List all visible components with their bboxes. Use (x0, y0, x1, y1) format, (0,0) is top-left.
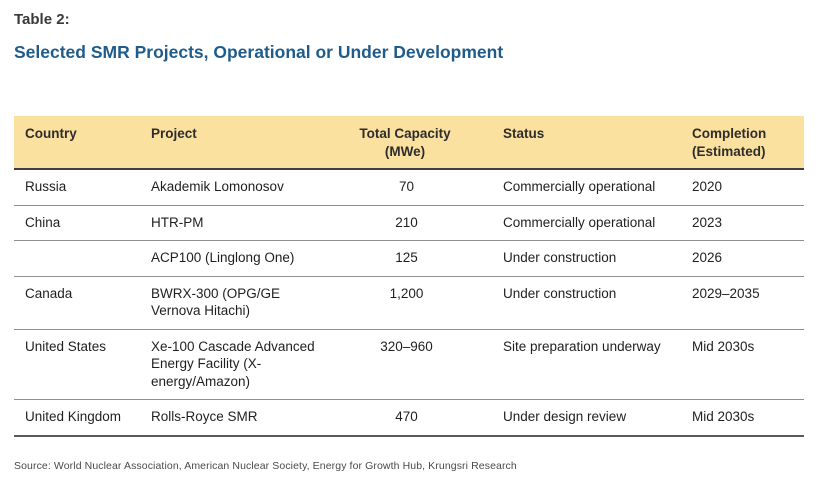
cell-capacity: 210 (330, 205, 480, 241)
cell-project: Xe-100 Cascade Advanced Energy Facility … (140, 329, 330, 400)
table-row-russia: Russia Akademik Lomonosov 70 Commerciall… (14, 169, 804, 206)
cell-capacity: 470 (330, 399, 480, 437)
table-header-row: Country Project Total Capacity (MWe) Sta… (14, 116, 804, 170)
cell-country: Russia (14, 169, 140, 206)
table-number-label: Table 2: (14, 11, 70, 28)
cell-status: Commercially operational (480, 205, 670, 241)
cell-capacity: 70 (330, 169, 480, 206)
page-title: Selected SMR Projects, Operational or Un… (14, 42, 504, 62)
cell-project: Akademik Lomonosov (140, 169, 330, 206)
cell-completion: 2026 (670, 240, 804, 277)
cell-status: Commercially operational (480, 169, 670, 206)
cell-project: Rolls-Royce SMR (140, 399, 330, 437)
smr-projects-table: Country Project Total Capacity (MWe) Sta… (14, 116, 804, 437)
cell-status: Under construction (480, 276, 670, 330)
cell-country: Canada (14, 276, 140, 330)
column-header-total-capacity: Total Capacity (MWe) (330, 116, 480, 170)
cell-country: United States (14, 329, 140, 400)
table-row-united-states: United States Xe-100 Cascade Advanced En… (14, 329, 804, 400)
cell-country: United Kingdom (14, 399, 140, 437)
table-row-china: China HTR-PM 210 Commercially operationa… (14, 205, 804, 241)
cell-project: HTR-PM (140, 205, 330, 241)
cell-country (14, 240, 140, 277)
cell-completion: 2023 (670, 205, 804, 241)
table-row-canada: Canada BWRX-300 (OPG/GE Vernova Hitachi)… (14, 276, 804, 330)
column-header-status: Status (480, 116, 670, 170)
cell-completion: 2020 (670, 169, 804, 206)
cell-status: Under design review (480, 399, 670, 437)
cell-completion: 2029–2035 (670, 276, 804, 330)
column-header-completion: Completion (Estimated) (670, 116, 804, 170)
cell-completion: Mid 2030s (670, 329, 804, 400)
cell-completion: Mid 2030s (670, 399, 804, 437)
column-header-project: Project (140, 116, 330, 170)
cell-country: China (14, 205, 140, 241)
cell-capacity: 1,200 (330, 276, 480, 330)
cell-project: BWRX-300 (OPG/GE Vernova Hitachi) (140, 276, 330, 330)
cell-capacity: 320–960 (330, 329, 480, 400)
cell-status: Under construction (480, 240, 670, 277)
table-row-united-kingdom: United Kingdom Rolls-Royce SMR 470 Under… (14, 399, 804, 437)
cell-project: ACP100 (Linglong One) (140, 240, 330, 277)
column-header-country: Country (14, 116, 140, 170)
cell-status: Site preparation underway (480, 329, 670, 400)
cell-capacity: 125 (330, 240, 480, 277)
table-row-china-acp100: ACP100 (Linglong One) 125 Under construc… (14, 240, 804, 277)
source-note: Source: World Nuclear Association, Ameri… (14, 459, 517, 472)
